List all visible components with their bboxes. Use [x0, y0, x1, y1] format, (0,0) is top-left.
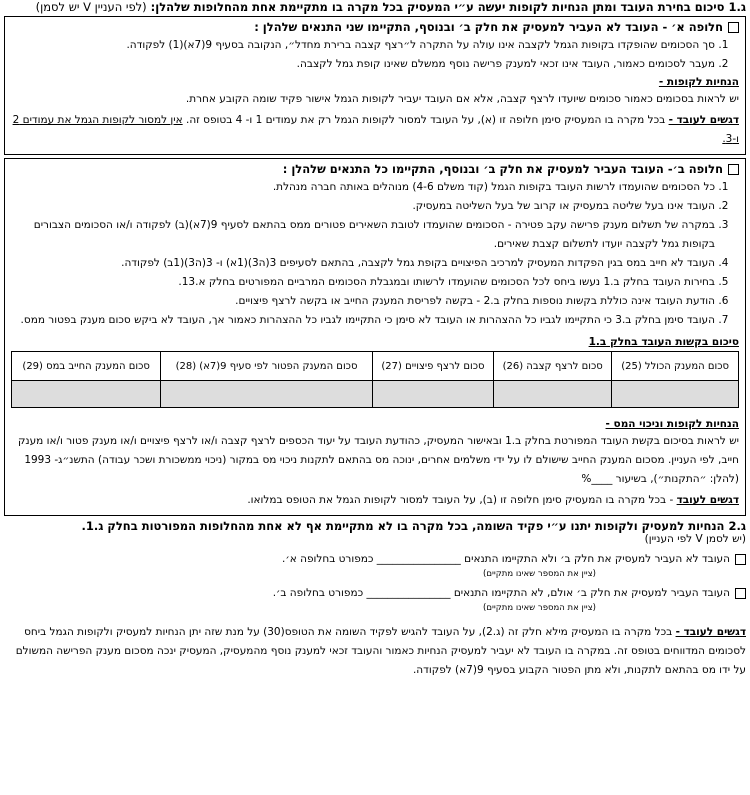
emphasis: אין למסור לקופות הגמל את עמודים 2 ו-3.	[12, 114, 739, 145]
heading: סיכום בקשות העובד בחלק ב.1	[588, 336, 739, 348]
hint: (ציין את המספר שאינו מתקיים)	[483, 603, 596, 613]
cell	[10, 380, 162, 408]
heading: הנחיות לקופות וניכוי המס -	[605, 418, 739, 430]
cell	[611, 380, 739, 408]
g1-header: ג.1 סיכום בחירת העובד ומתן הנחיות לקופות…	[4, 0, 746, 14]
text: יש לראות בסיכום בקשת העובד המפורטת בחלק …	[17, 435, 739, 485]
hint: (ציין את המספר שאינו מתקיים)	[483, 569, 596, 579]
checkbox[interactable]	[735, 587, 746, 599]
text: בכל מקרה בו המעסיק סימן חלופה זו (א), על…	[185, 114, 666, 126]
option-a: חלופה א׳ - העובד לא העביר למעסיק את חלק …	[4, 16, 746, 155]
choices: העובד לא העביר למעסיק את חלק ב׳ ולא התקי…	[4, 553, 746, 613]
choice-text: העובד העביר למעסיק את חלק ב׳ אולם, לא הת…	[272, 587, 730, 599]
item: כל הסכומים שהועמדו לרשות העובד בקופות הג…	[11, 178, 715, 197]
g2-note: (יש לסמן V לפי העניין)	[644, 533, 746, 545]
checkbox[interactable]	[728, 164, 739, 175]
header-row: סכום המענק הכולל (25) סכום לרצף קצבה (26)…	[10, 351, 739, 381]
item: מעבר לסכומים כאמור, העובד אינו זכאי למענ…	[11, 55, 715, 74]
item: העובד סימן בחלק ב.3 כי התקיימו לגביו כל …	[11, 311, 715, 330]
note: (לפי העניין V יש לסמן)	[35, 0, 147, 14]
item: בחירות העובד בחלק ב.1 נעשו ביחס לכל הסכו…	[11, 273, 715, 292]
column-header: סכום המענק הכולל (25)	[611, 351, 739, 381]
choice: העובד העביר למעסיק את חלק ב׳ אולם, לא הת…	[4, 587, 746, 599]
form: ג.1 סיכום בחירת העובד ומתן הנחיות לקופות…	[0, 0, 750, 680]
cell	[371, 380, 495, 408]
option-title: חלופה א׳ - העובד לא העביר למעסיק את חלק …	[254, 20, 723, 34]
item: העובד אינו בעל שליטה במעסיק או קרוב של ב…	[11, 197, 715, 216]
option-title: חלופה ב׳- העובד העביר למעסיק את חלק ב׳ ו…	[282, 162, 723, 176]
choice-text: העובד לא העביר למעסיק את חלק ב׳ ולא התקי…	[282, 553, 730, 565]
summary-table: סכום המענק הכולל (25) סכום לרצף קצבה (26)…	[10, 351, 739, 408]
employee-note: דגשים לעובד - בכל מקרה בו המעסיק מילא חל…	[4, 623, 746, 680]
cell	[493, 380, 613, 408]
checkbox[interactable]	[735, 553, 746, 565]
heading: הנחיות לקופות -	[658, 76, 739, 88]
label: דגשים לעובד -	[668, 114, 739, 126]
employee-note: דגשים לעובד - בכל מקרה בו המעסיק סימן חל…	[11, 491, 739, 510]
text: - בכל מקרה בו המעסיק סימן חלופה זו (ב), …	[247, 494, 674, 506]
text: בכל מקרה בו המעסיק מילא חלק זה (ג.2), על…	[15, 626, 746, 676]
row	[10, 380, 739, 408]
column-header: סכום המענק החייב במס (29)	[10, 351, 162, 381]
title: ג.1 סיכום בחירת העובד ומתן הנחיות לקופות…	[150, 0, 746, 14]
column-header: סכום המענק הפטור לפי סעיף 9(7א) (28)	[160, 351, 373, 381]
list: סך הסכומים שהופקדו בקופות הגמל לקצבה אינ…	[11, 36, 715, 74]
item: הודעת העובד אינה כוללת בקשות נוספות בחלק…	[11, 292, 715, 311]
item: במקרה של תשלום מענק פרישה עקב פטירה - הס…	[11, 216, 715, 254]
item: העובד לא חייב במס בגין הפקדות המעסיק למר…	[11, 254, 715, 273]
employee-note: דגשים לעובד - בכל מקרה בו המעסיק סימן חל…	[11, 111, 739, 149]
cell	[160, 380, 373, 408]
item: סך הסכומים שהופקדו בקופות הגמל לקצבה אינ…	[11, 36, 715, 55]
label: דגשים לעובד -	[675, 626, 746, 638]
label: דגשים לעובד	[676, 494, 739, 506]
column-header: סכום לרצף פיצויים (27)	[371, 351, 495, 381]
option-b: חלופה ב׳- העובד העביר למעסיק את חלק ב׳ ו…	[4, 158, 746, 516]
text: יש לראות בסכומים כאמור סכומים שיועדו לרצ…	[185, 93, 739, 105]
g2-title: ג.2 הנחיות למעסיק ולקופות יתנו ע״י פקיד …	[81, 519, 746, 533]
choice: העובד לא העביר למעסיק את חלק ב׳ ולא התקי…	[4, 553, 746, 565]
list: כל הסכומים שהועמדו לרשות העובד בקופות הג…	[11, 178, 715, 330]
column-header: סכום לרצף קצבה (26)	[493, 351, 613, 381]
checkbox[interactable]	[728, 22, 739, 33]
